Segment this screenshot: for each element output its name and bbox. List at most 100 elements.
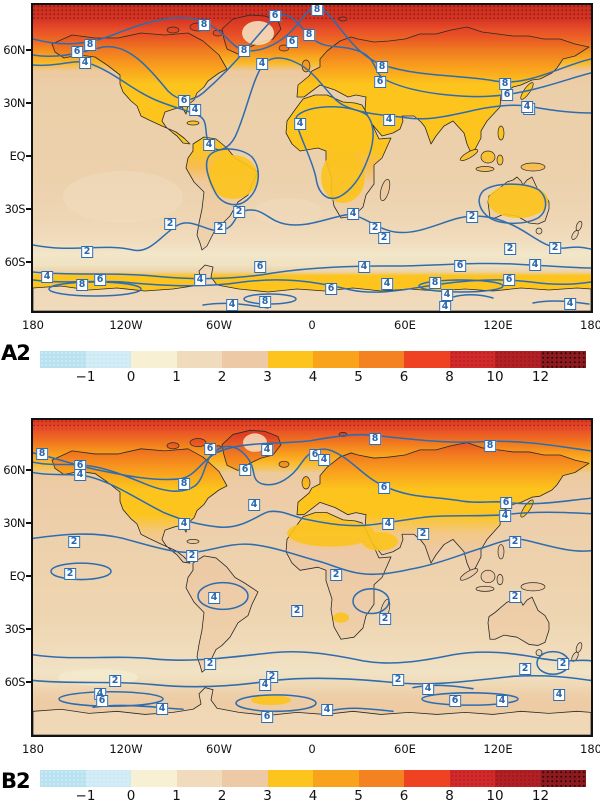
colorbar-cell [449, 351, 495, 368]
colorbar-cell [404, 351, 450, 368]
contour-label: 2 [549, 242, 561, 254]
contour-label: 4 [248, 499, 260, 511]
contour-label: 4 [79, 57, 91, 69]
colorbar-tick-label: 6 [399, 369, 409, 385]
contour-label: 8 [259, 296, 271, 308]
legend-a2: A2 −1 0 1 2 3 4 5 6 8 10 12 [0, 341, 600, 387]
colorbar-tick-label: 2 [217, 369, 227, 385]
colorbar-tick-label: 5 [354, 788, 363, 804]
contour-label: 2 [186, 550, 198, 562]
contour-label: 4 [564, 298, 576, 310]
lat-tick-mark [26, 102, 31, 104]
contour-label: 6 [71, 46, 83, 58]
lat-tick-mark [26, 261, 31, 263]
contour-label: 6 [94, 274, 106, 286]
contour-label: 2 [81, 246, 93, 258]
colorbar-tick-label: 3 [263, 369, 272, 385]
contour-label: 2 [109, 675, 121, 687]
colorbar-tick-label: 3 [263, 788, 272, 804]
colorbar-tick-label: 4 [308, 788, 318, 804]
lat-tick-mark [26, 155, 31, 157]
lat-tick-mark [26, 522, 31, 524]
contour-label: 2 [164, 218, 176, 230]
contour-label: 6 [378, 482, 390, 494]
lat-tick-mark [26, 49, 31, 51]
contour-label: 8 [84, 39, 96, 51]
contour-label: 8 [238, 45, 250, 57]
contour-label: 4 [321, 704, 333, 716]
colorbar-cell [176, 351, 222, 368]
contour-label: 2 [233, 206, 245, 218]
lon-tick-label: 180 [580, 318, 600, 332]
contour-label: 6 [269, 10, 281, 22]
lat-tick-label: 60S [4, 675, 26, 689]
lon-tick-label: 0 [308, 318, 316, 332]
colorbar-cell [267, 351, 313, 368]
contour-label: 4 [194, 274, 206, 286]
contour-label: 6 [239, 464, 251, 476]
colorbar-tick-label: 12 [531, 369, 550, 385]
colorbar-cell [540, 770, 586, 787]
contour-label: 4 [203, 139, 215, 151]
contour-label: 4 [439, 301, 451, 311]
colorbar-tick-label: 10 [486, 369, 504, 385]
contour-label: 2 [369, 222, 381, 234]
contour-label: 4 [189, 104, 201, 116]
lon-tick-label: 180 [580, 742, 600, 756]
colorbar-tick-label: 0 [126, 369, 136, 385]
lat-tick-label: EQ [9, 569, 26, 583]
contour-label: 2 [214, 222, 226, 234]
contour-label: 4 [422, 683, 434, 695]
contour-label: 8 [36, 448, 48, 460]
contour-label: 4 [382, 518, 394, 530]
colorbar-tick-label: 2 [217, 788, 227, 804]
lat-tick-mark [26, 208, 31, 210]
colorbar-cell [176, 770, 222, 787]
contour-label: 4 [178, 518, 190, 530]
contour-label: 4 [41, 271, 53, 283]
colorbar-cell [40, 770, 86, 787]
contour-label: 6 [325, 283, 337, 295]
contour-label: 4 [381, 278, 393, 290]
colorbar-tick-label: −1 [75, 369, 96, 385]
lon-tick-label: 0 [308, 742, 316, 756]
lon-tick-label: 60E [394, 742, 416, 756]
lon-tick-label: 60E [394, 318, 416, 332]
contour-label: 6 [261, 711, 273, 723]
contour-label: 8 [376, 61, 388, 73]
contour-label: 6 [454, 260, 466, 272]
contour-label: 6 [449, 695, 461, 707]
lat-tick-mark [26, 628, 31, 630]
colorbar-tick-label: 5 [354, 369, 363, 385]
colorbar-tick-label: 10 [486, 788, 504, 804]
colorbar-b2 [40, 770, 586, 787]
colorbar-cell [358, 351, 404, 368]
colorbar-cell [449, 770, 495, 787]
contour-label: 8 [484, 440, 496, 452]
lat-tick-label: 60N [3, 463, 25, 477]
colorbar-cell [404, 770, 450, 787]
contour-label: 6 [178, 95, 190, 107]
map-b2-graphic [33, 420, 591, 735]
colorbar-cell [267, 770, 313, 787]
contour-label: 2 [378, 232, 390, 244]
contour-label: 4 [383, 114, 395, 126]
lon-tick-label: 120W [109, 318, 143, 332]
panel-a2: 6886848686448686444442224222222468468446… [0, 3, 600, 343]
contour-label: 4 [358, 261, 370, 273]
colorbar-tick-label: 4 [308, 369, 318, 385]
contour-label: 4 [441, 289, 453, 301]
colorbar-a2 [40, 351, 586, 368]
contour-label: 4 [294, 118, 306, 130]
lat-tick-label: 60N [3, 43, 25, 57]
contour-label: 4 [521, 101, 533, 113]
contour-label: 6 [96, 695, 108, 707]
contour-label: 8 [198, 19, 210, 31]
lat-tick-mark [26, 469, 31, 471]
lat-tick-label: EQ [9, 149, 26, 163]
lon-tick-label: 180 [22, 742, 44, 756]
colorbar-cell [313, 351, 359, 368]
lon-tick-label: 60W [205, 742, 233, 756]
colorbar-cell [313, 770, 359, 787]
